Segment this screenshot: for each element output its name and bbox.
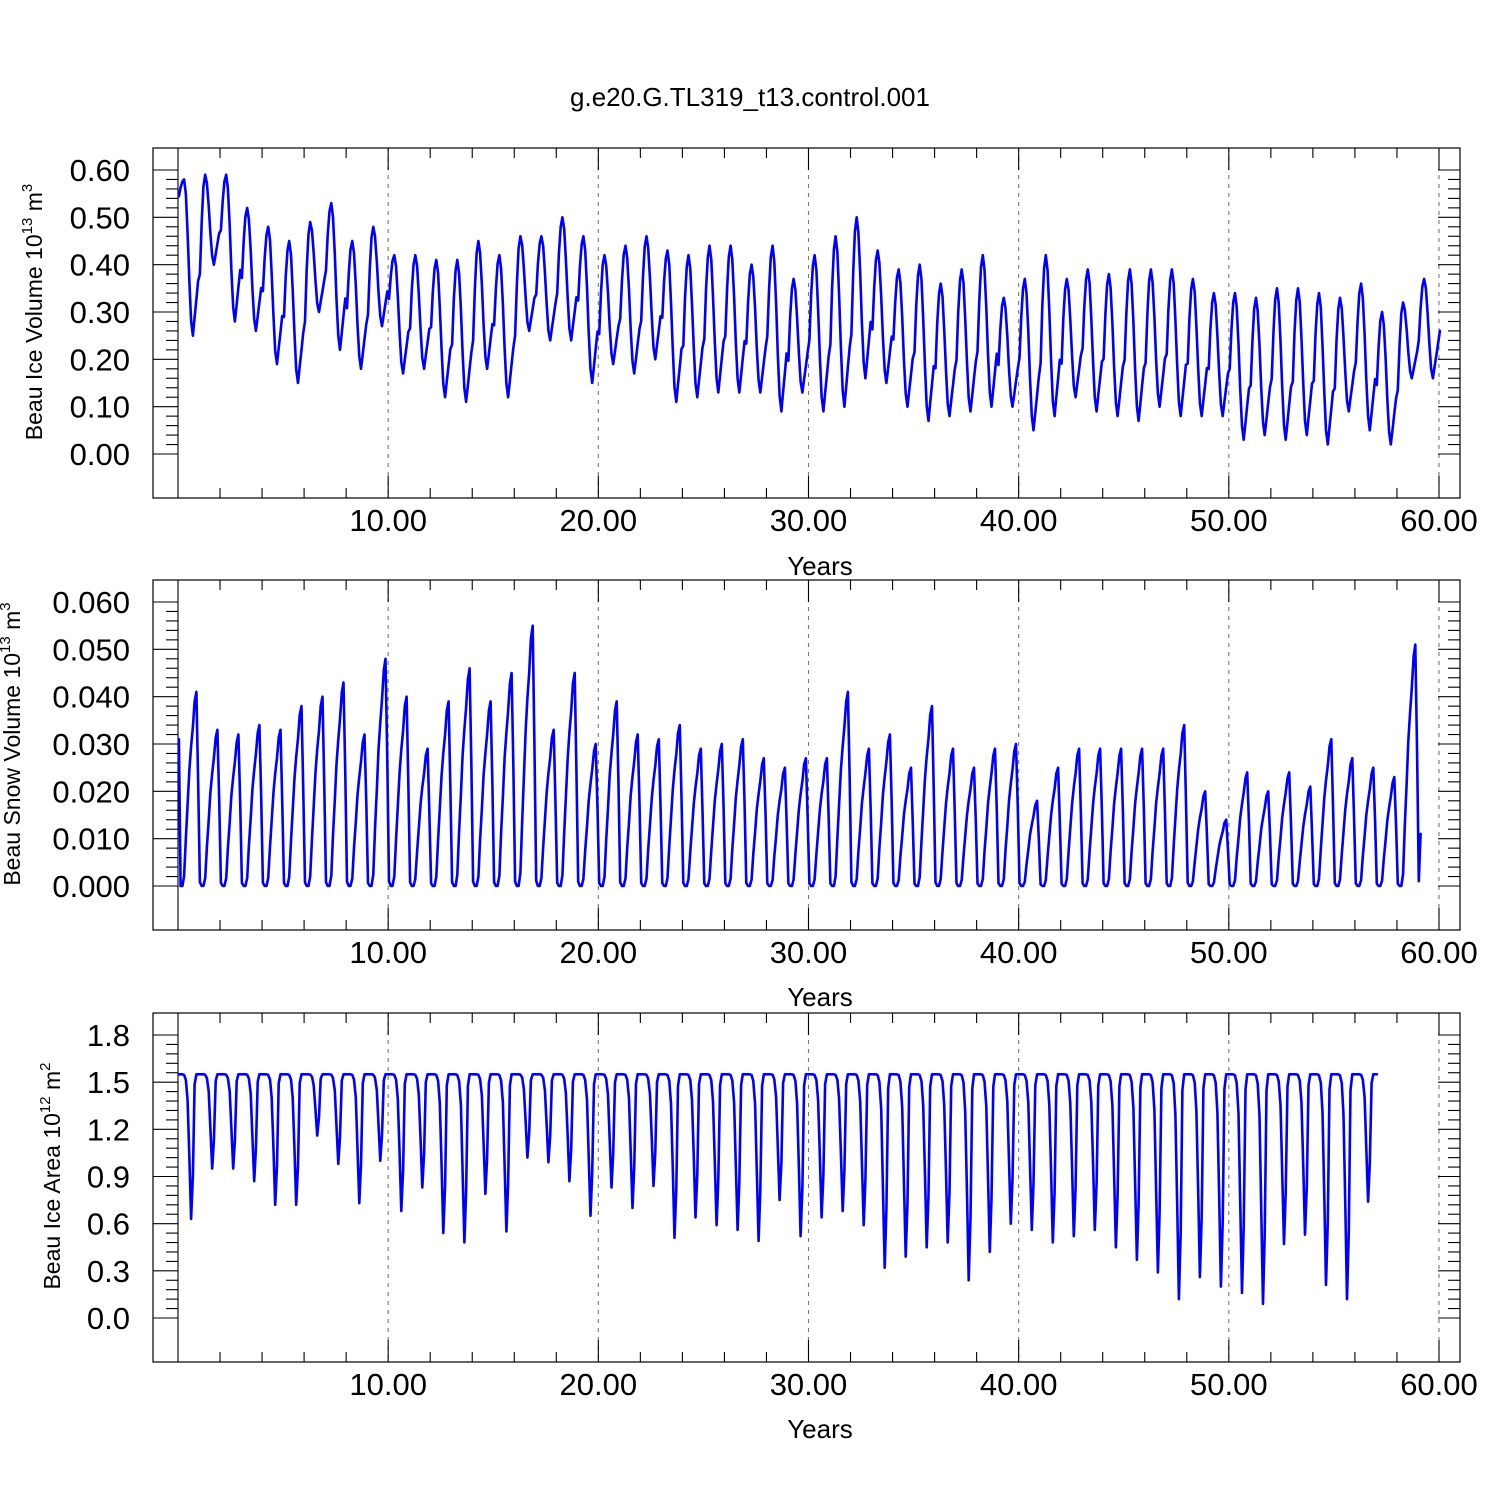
y-tick-label: 0.20 bbox=[70, 342, 130, 377]
x-tick-label: 10.00 bbox=[349, 935, 427, 970]
y-tick-label: 0.3 bbox=[87, 1254, 130, 1289]
series-line-snow_volume bbox=[177, 624, 1422, 888]
y-tick-label: 0.0 bbox=[87, 1301, 130, 1336]
x-tick-label: 50.00 bbox=[1190, 503, 1268, 538]
y-tick-label: 0.6 bbox=[87, 1207, 130, 1242]
y-tick-label: 0.060 bbox=[52, 585, 130, 620]
plot-frame bbox=[152, 579, 1461, 931]
y-tick-label: 0.040 bbox=[52, 680, 130, 715]
panel-ice_volume: 10.00 20.00 30.00 40.00 50.00 60.00 0.00 0.10 0.… bbox=[19, 147, 1478, 581]
y-tick-label: 1.8 bbox=[87, 1018, 130, 1053]
y-tick-label: 0.60 bbox=[70, 153, 130, 188]
x-axis-label: Years bbox=[787, 551, 853, 581]
y-tick-label: 0.020 bbox=[52, 774, 130, 809]
x-tick-label: 10.00 bbox=[349, 1367, 427, 1402]
x-tick-label: 40.00 bbox=[980, 935, 1058, 970]
x-tick-label: 20.00 bbox=[560, 503, 638, 538]
y-tick-label: 0.050 bbox=[52, 632, 130, 667]
x-tick-label: 60.00 bbox=[1400, 935, 1478, 970]
y-tick-label: 0.000 bbox=[52, 869, 130, 904]
x-axis-label: Years bbox=[787, 1414, 853, 1444]
y-tick-label: 0.50 bbox=[70, 200, 130, 235]
panels: 10.00 20.00 30.00 40.00 50.00 60.00 0.00 0.10 0.… bbox=[0, 147, 1478, 1444]
x-axis-label: Years bbox=[787, 982, 853, 1012]
x-tick-label: 40.00 bbox=[980, 1367, 1058, 1402]
y-tick-label: 0.030 bbox=[52, 727, 130, 762]
x-tick-label: 10.00 bbox=[349, 503, 427, 538]
panel-snow_volume: 10.00 20.00 30.00 40.00 50.00 60.00 0.000 0.010… bbox=[0, 579, 1478, 1012]
panel-ice_area: 10.00 20.00 30.00 40.00 50.00 60.00 0.0 0.3 0.6 0… bbox=[37, 1012, 1478, 1444]
plot-frame bbox=[152, 147, 1461, 499]
y-tick-label: 0.10 bbox=[70, 390, 130, 425]
y-tick-label: 1.5 bbox=[87, 1065, 130, 1100]
y-tick-label: 0.010 bbox=[52, 822, 130, 857]
y-tick-label: 0.40 bbox=[70, 248, 130, 283]
y-tick-label: 0.00 bbox=[70, 437, 130, 472]
series-line-ice_area bbox=[177, 1073, 1379, 1306]
y-tick-label: 0.9 bbox=[87, 1160, 130, 1195]
x-tick-label: 20.00 bbox=[560, 935, 638, 970]
plot-frame bbox=[152, 1012, 1461, 1363]
x-tick-label: 60.00 bbox=[1400, 503, 1478, 538]
x-tick-label: 50.00 bbox=[1190, 935, 1268, 970]
y-axis-label: Beau Ice Area 1012 m2 bbox=[37, 1062, 65, 1289]
x-tick-label: 60.00 bbox=[1400, 1367, 1478, 1402]
x-tick-label: 30.00 bbox=[770, 503, 848, 538]
x-tick-label: 30.00 bbox=[770, 935, 848, 970]
y-tick-label: 0.30 bbox=[70, 295, 130, 330]
x-tick-label: 40.00 bbox=[980, 503, 1058, 538]
figure-title: g.e20.G.TL319_t13.control.001 bbox=[570, 82, 930, 112]
y-tick-label: 1.2 bbox=[87, 1112, 130, 1147]
y-axis-label: Beau Ice Volume 1013 m3 bbox=[19, 184, 47, 440]
x-tick-label: 20.00 bbox=[560, 1367, 638, 1402]
series-line-ice_volume bbox=[177, 173, 1442, 446]
y-axis-label: Beau Snow Volume 1013 m3 bbox=[0, 602, 25, 885]
x-tick-label: 30.00 bbox=[770, 1367, 848, 1402]
x-tick-label: 50.00 bbox=[1190, 1367, 1268, 1402]
